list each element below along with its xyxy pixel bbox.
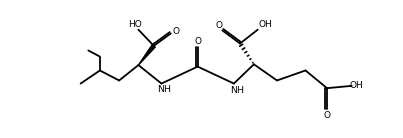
- Text: HO: HO: [128, 20, 141, 29]
- Text: NH: NH: [158, 85, 172, 94]
- Text: O: O: [172, 27, 180, 36]
- Text: O: O: [194, 37, 201, 46]
- Text: OH: OH: [349, 81, 363, 90]
- Text: NH: NH: [230, 86, 244, 95]
- Text: O: O: [216, 21, 223, 30]
- Polygon shape: [138, 45, 155, 65]
- Text: O: O: [324, 111, 330, 120]
- Text: OH: OH: [259, 20, 272, 29]
